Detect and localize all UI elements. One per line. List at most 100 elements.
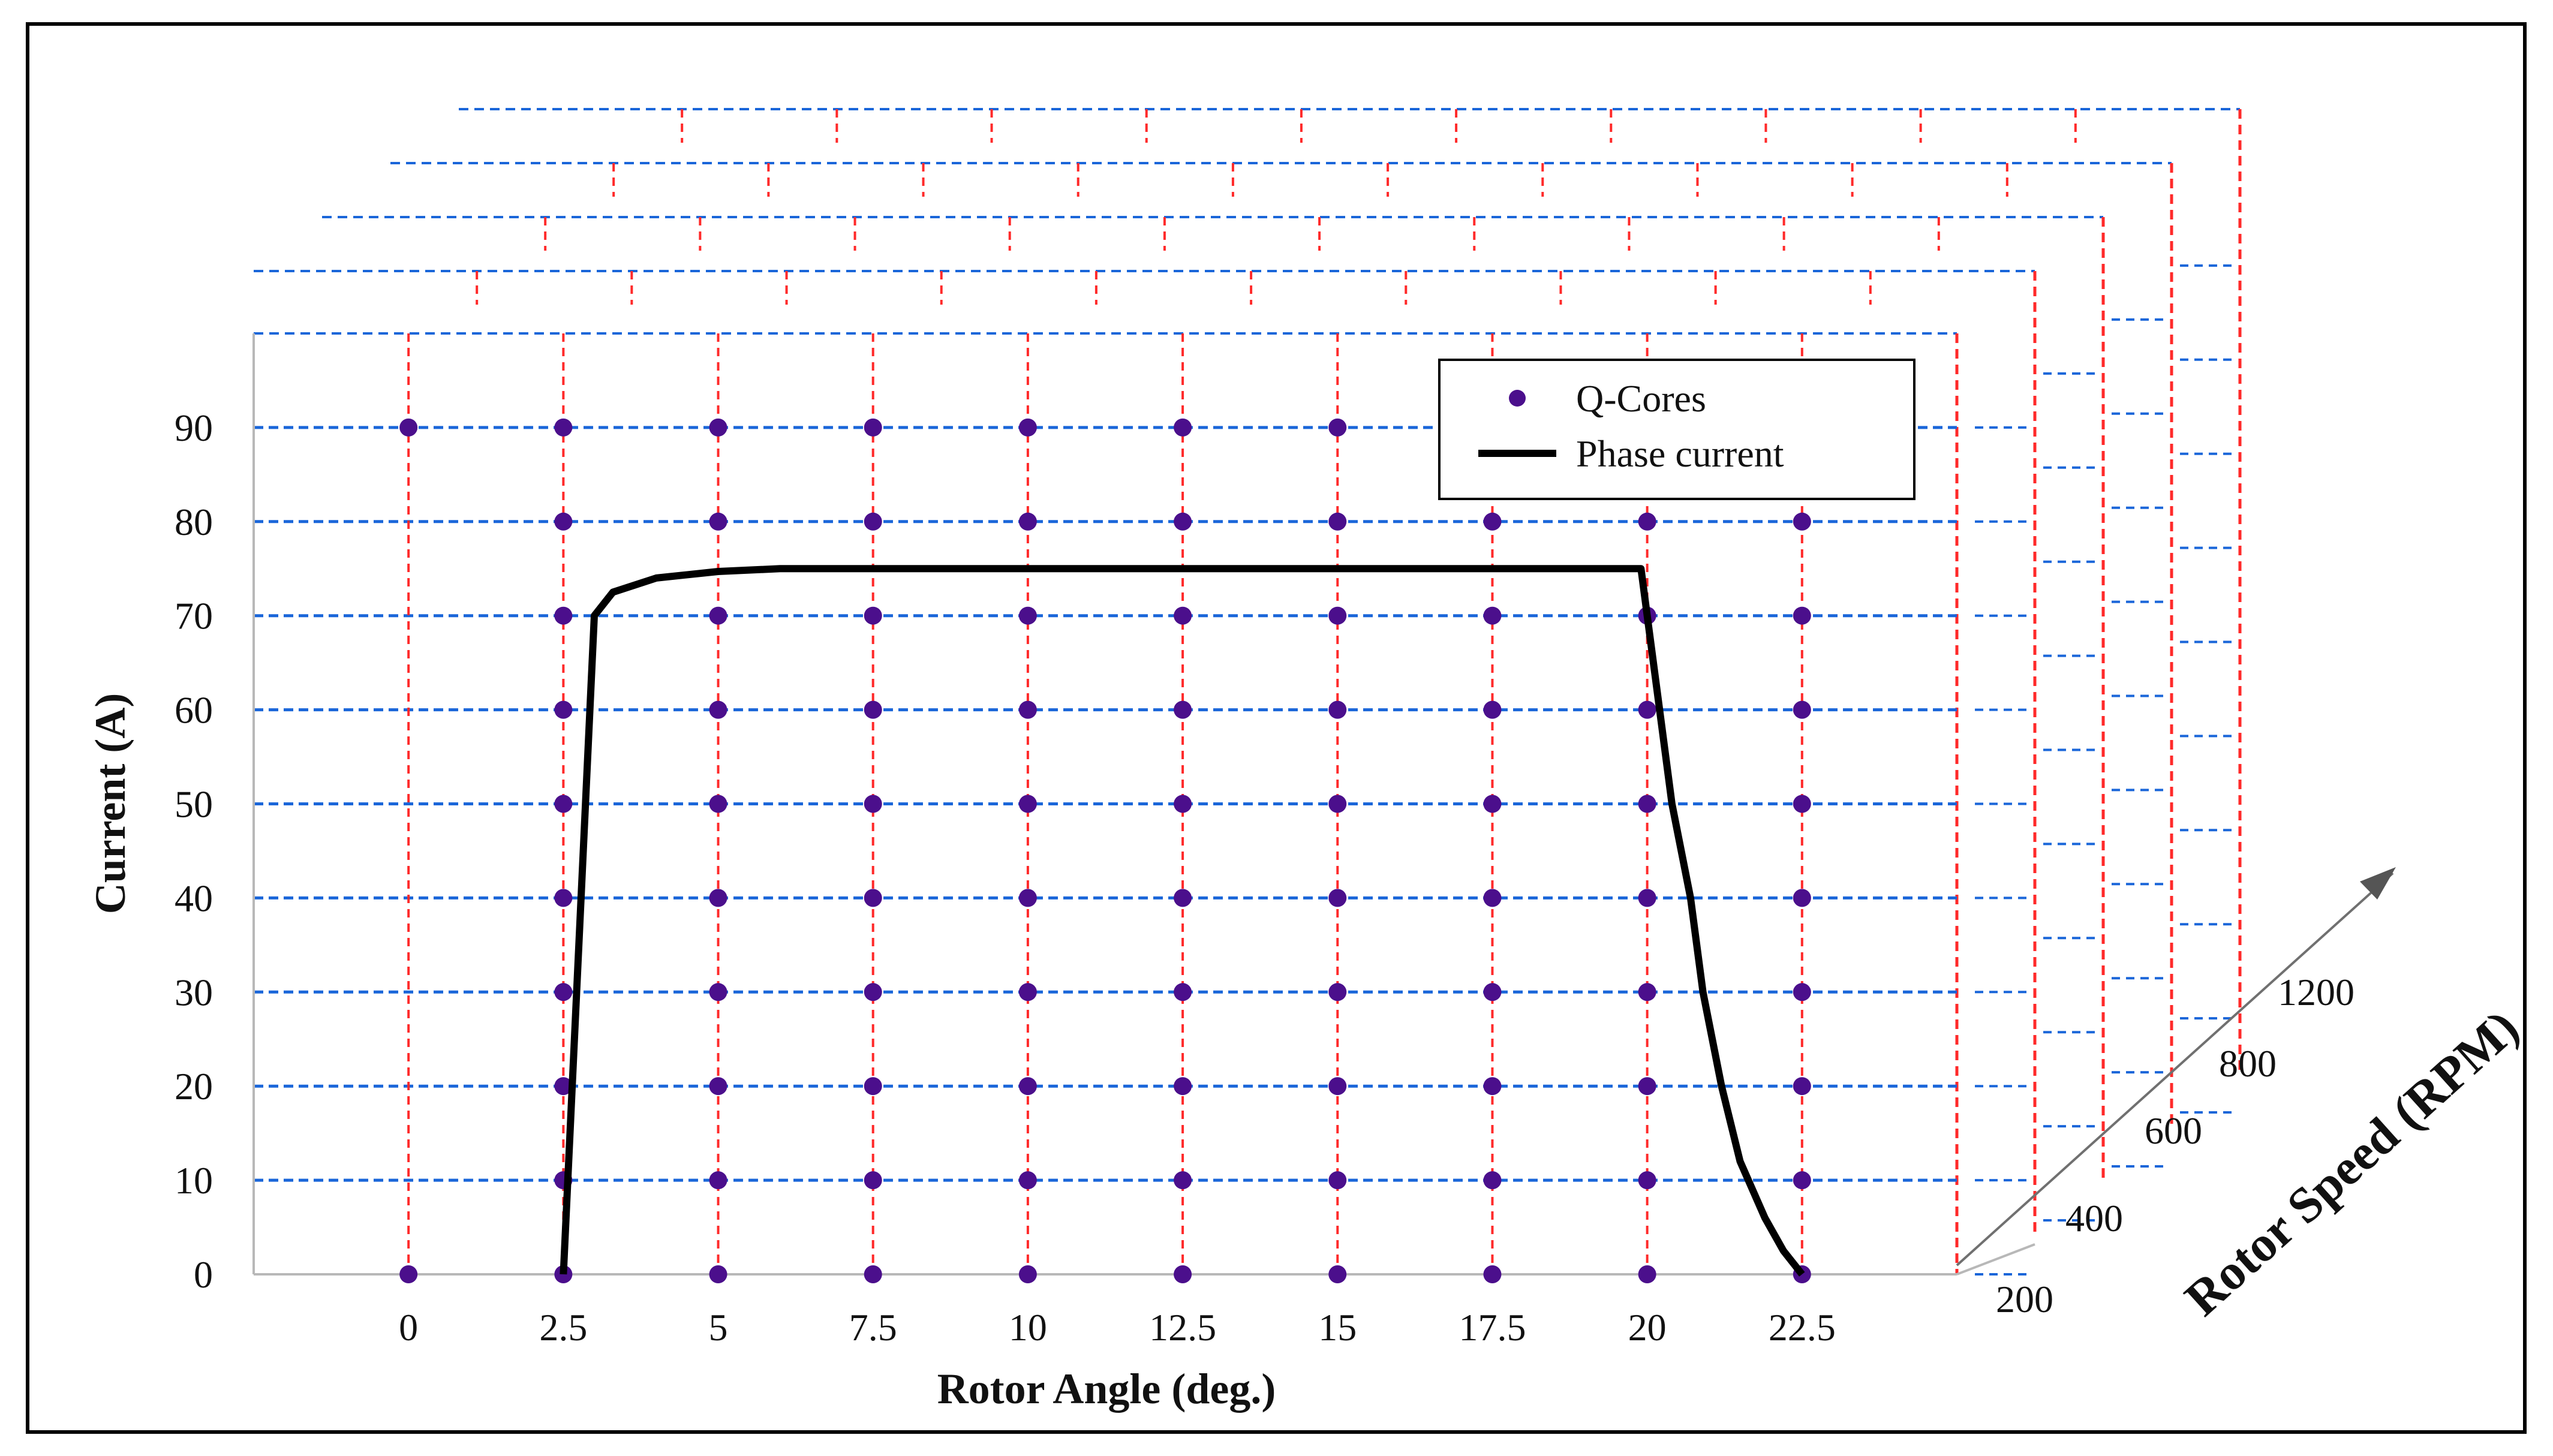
- q-cores-point-1-7: [554, 606, 573, 625]
- q-cores-point-9-8: [1793, 512, 1811, 531]
- q-cores-point-2-0: [709, 1265, 727, 1283]
- q-cores-point-4-5: [1018, 795, 1037, 813]
- x-tick-6: 15: [1318, 1306, 1357, 1349]
- front-axes: [252, 333, 2035, 1275]
- q-cores-point-2-1: [709, 1171, 727, 1190]
- legend-box: [1438, 359, 1915, 500]
- q-cores-point-4-6: [1018, 700, 1037, 719]
- legend: Q-Cores Phase current: [1438, 359, 1915, 500]
- q-cores-point-5-4: [1174, 889, 1192, 907]
- q-cores-point-2-6: [709, 700, 727, 719]
- q-cores-point-6-9: [1328, 418, 1347, 437]
- chart-frame: [26, 22, 2527, 1434]
- q-cores-point-6-7: [1328, 606, 1347, 625]
- q-cores-point-8-1: [1638, 1171, 1656, 1190]
- q-cores-point-8-6: [1638, 700, 1656, 719]
- y-tick-4: 40: [175, 877, 213, 919]
- q-cores-point-6-5: [1328, 795, 1347, 813]
- q-cores-point-3-6: [864, 700, 882, 719]
- y-axis-label: Current (A): [86, 693, 134, 914]
- x-tick-4: 10: [1009, 1306, 1047, 1349]
- q-cores-point-4-1: [1018, 1171, 1037, 1190]
- legend-label-q-cores: Q-Cores: [1576, 377, 1706, 420]
- q-cores-point-4-7: [1018, 606, 1037, 625]
- q-cores-point-3-5: [864, 795, 882, 813]
- q-cores-point-1-9: [554, 418, 573, 437]
- q-cores-point-6-4: [1328, 889, 1347, 907]
- q-cores-point-2-8: [709, 512, 727, 531]
- q-cores-point-6-2: [1328, 1077, 1347, 1096]
- depth-layers: [254, 108, 2242, 1275]
- q-cores-point-7-3: [1483, 983, 1502, 1001]
- y-tick-1: 10: [175, 1159, 213, 1202]
- q-cores-point-2-3: [709, 983, 727, 1001]
- q-cores-point-3-7: [864, 606, 882, 625]
- y-tick-8: 80: [175, 501, 213, 543]
- q-cores-point-7-8: [1483, 512, 1502, 531]
- y-tick-3: 30: [175, 971, 213, 1013]
- tick-labels: 0 10 20 30 40 50 60 70 80 90 0 2.5 5 7.5 10 12.5 15 17.5 2…: [175, 407, 1836, 1349]
- x-tick-0: 0: [399, 1306, 418, 1349]
- q-cores-point-8-0: [1638, 1265, 1656, 1283]
- x-tick-1: 2.5: [539, 1306, 587, 1349]
- q-cores-point-1-0: [554, 1265, 573, 1283]
- q-cores-point-9-5: [1793, 795, 1811, 813]
- q-cores-point-5-1: [1174, 1171, 1192, 1190]
- x-axis-label: Rotor Angle (deg.): [937, 1365, 1276, 1413]
- y-tick-2: 20: [175, 1065, 213, 1108]
- y-tick-7: 70: [175, 595, 213, 637]
- q-cores-point-2-9: [709, 418, 727, 437]
- q-cores-point-8-8: [1638, 512, 1656, 531]
- phase-current-line: [560, 565, 1805, 1277]
- x-tick-8: 20: [1628, 1306, 1667, 1349]
- q-cores-point-9-6: [1793, 700, 1811, 719]
- q-cores-point-6-0: [1328, 1265, 1347, 1283]
- q-cores-point-1-5: [554, 795, 573, 813]
- q-cores-point-3-8: [864, 512, 882, 531]
- q-cores-point-4-9: [1018, 418, 1037, 437]
- legend-marker-icon: [1509, 390, 1526, 407]
- q-cores-point-6-6: [1328, 700, 1347, 719]
- q-cores-point-5-5: [1174, 795, 1192, 813]
- y-tick-0: 0: [194, 1253, 213, 1296]
- z-tick-3: 800: [2219, 1042, 2277, 1085]
- legend-label-phase-current: Phase current: [1576, 432, 1784, 475]
- q-cores-point-6-8: [1328, 512, 1347, 531]
- q-cores-point-5-0: [1174, 1265, 1192, 1283]
- q-cores-point-3-0: [864, 1265, 882, 1283]
- q-cores-point-9-4: [1793, 889, 1811, 907]
- front-grid: [254, 332, 1959, 1274]
- q-cores-point-2-2: [709, 1077, 727, 1096]
- q-cores-point-6-3: [1328, 983, 1347, 1001]
- q-cores-point-1-6: [554, 700, 573, 719]
- x-tick-2: 5: [709, 1306, 728, 1349]
- x-tick-5: 12.5: [1149, 1306, 1216, 1349]
- x-tick-3: 7.5: [849, 1306, 897, 1349]
- q-cores-point-0-9: [399, 418, 418, 437]
- q-cores-point-5-2: [1174, 1077, 1192, 1096]
- q-cores-point-3-1: [864, 1171, 882, 1190]
- q-cores-point-8-3: [1638, 983, 1656, 1001]
- q-cores-point-9-7: [1793, 606, 1811, 625]
- depth-axis-line: [1956, 872, 2394, 1267]
- z-tick-0: 200: [1996, 1278, 2053, 1320]
- q-cores-point-3-4: [864, 889, 882, 907]
- q-cores-point-9-1: [1793, 1171, 1811, 1190]
- q-cores-point-8-5: [1638, 795, 1656, 813]
- q-cores-point-4-4: [1018, 889, 1037, 907]
- q-cores-point-7-2: [1483, 1077, 1502, 1096]
- q-cores-point-5-9: [1174, 418, 1192, 437]
- z-tick-2: 600: [2145, 1109, 2202, 1152]
- y-tick-9: 90: [175, 407, 213, 449]
- q-cores-point-7-5: [1483, 795, 1502, 813]
- q-cores-point-4-0: [1018, 1265, 1037, 1283]
- q-cores-point-7-4: [1483, 889, 1502, 907]
- z-tick-4: 1200: [2278, 971, 2354, 1013]
- q-cores-point-3-3: [864, 983, 882, 1001]
- q-cores-point-6-1: [1328, 1171, 1347, 1190]
- q-cores-point-7-1: [1483, 1171, 1502, 1190]
- q-cores-point-1-3: [554, 983, 573, 1001]
- x-tick-9: 22.5: [1769, 1306, 1836, 1349]
- q-cores-point-4-2: [1018, 1077, 1037, 1096]
